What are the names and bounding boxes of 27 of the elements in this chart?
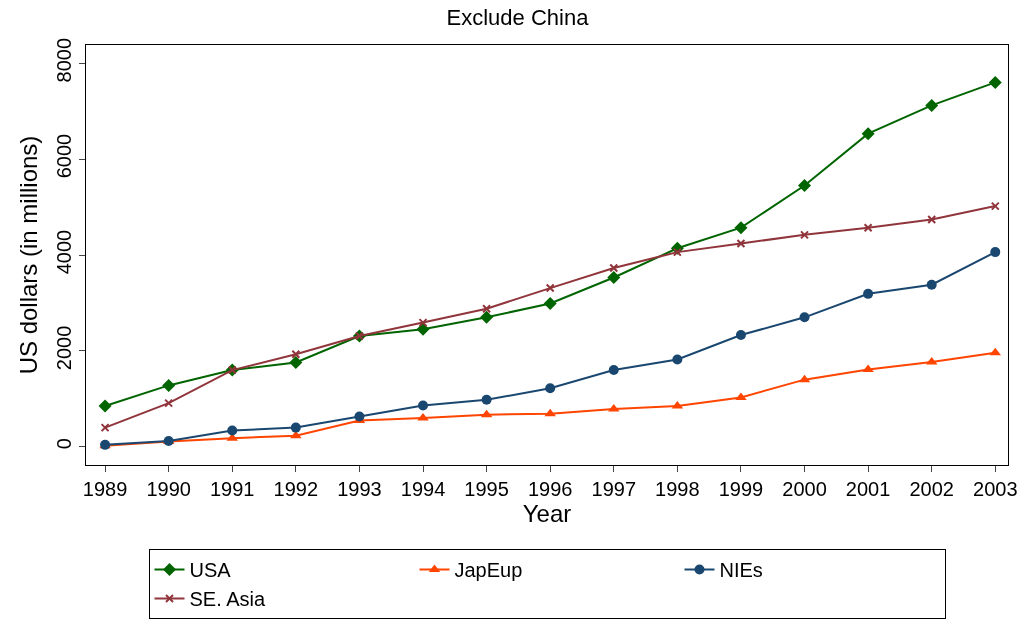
x-tick-label: 1995 (464, 478, 509, 500)
y-tick-label: 4000 (53, 229, 75, 275)
legend-label: SE. Asia (189, 588, 266, 611)
y-tick-label: 8000 (53, 37, 75, 83)
x-tick-label: 2000 (782, 478, 827, 500)
x-axis-title: Year (522, 500, 572, 527)
x-tick-label: 2002 (909, 478, 954, 500)
legend-label: USA (189, 559, 232, 582)
x-tick-label: 1997 (591, 478, 637, 500)
x-tick-label: 1999 (718, 478, 764, 500)
x-tick-label: 1994 (400, 478, 446, 500)
x-tick-label: 1998 (655, 478, 700, 500)
legend-label: JapEup (454, 559, 523, 582)
y-tick-label: 0 (53, 438, 75, 450)
x-tick-label: 1991 (210, 478, 255, 500)
chart-title: Exclude China (446, 4, 590, 30)
x-tick-label: 1990 (146, 478, 191, 500)
x-tick-label: 1992 (273, 478, 319, 500)
y-axis-title: US dollars (in millions) (15, 135, 43, 375)
y-tick-label: 6000 (53, 133, 75, 179)
x-tick-label: 1993 (337, 478, 382, 500)
legend-label: NIEs (719, 559, 763, 582)
x-tick-label: 1989 (82, 478, 128, 500)
x-tick-label: 1996 (527, 478, 573, 500)
x-tick-label: 2001 (845, 478, 891, 500)
y-tick-label: 2000 (53, 325, 75, 371)
x-tick-label: 2003 (973, 478, 1018, 500)
